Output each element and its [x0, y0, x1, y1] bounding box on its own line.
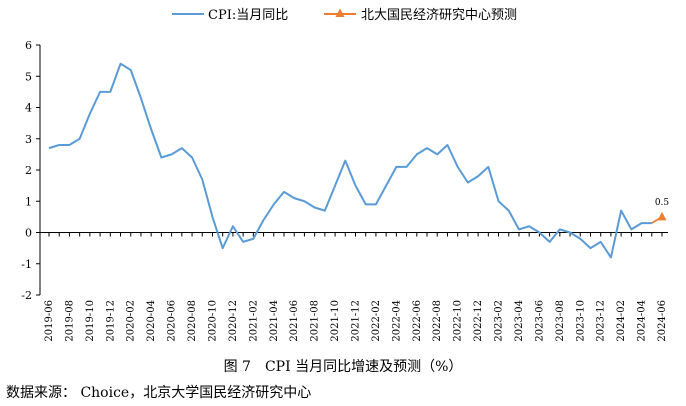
x-tick-label: 2021-08 — [310, 300, 321, 342]
legend-label-cpi: CPI:当月同比 — [208, 8, 288, 23]
forecast-value-label: 0.5 — [655, 198, 670, 208]
legend-label-forecast: 北大国民经济研究中心预测 — [361, 8, 517, 23]
x-tick-label: 2020-10 — [207, 300, 218, 342]
x-tick-label: 2019-10 — [85, 300, 96, 342]
x-tick-label: 2024-04 — [637, 300, 648, 342]
x-tick-label: 2020-08 — [187, 300, 198, 342]
y-tick-label: 0 — [25, 227, 32, 240]
legend-marker-forecast — [335, 8, 345, 17]
x-tick-label: 2022-08 — [432, 300, 443, 342]
x-tick-label: 2024-06 — [657, 300, 668, 342]
x-tick-label: 2023-02 — [494, 300, 505, 342]
y-tick-label: 4 — [25, 102, 32, 115]
y-axis: -2 -1 0 1 2 3 4 5 6 — [21, 39, 41, 302]
x-tick-label: 2021-02 — [248, 300, 259, 342]
x-tick-label: 2023-04 — [514, 300, 525, 342]
x-tick-label: 2024-02 — [616, 300, 627, 342]
series-layer: 0.5 — [48, 62, 670, 259]
cpi-line-chart: CPI:当月同比 北大国民经济研究中心预测 -2 -1 0 1 2 3 4 5 6 2019-06… — [21, 8, 670, 342]
x-tick-label: 2023-06 — [534, 300, 545, 342]
x-tick-label: 2022-06 — [412, 300, 423, 342]
x-tick-label: 2020-02 — [126, 300, 137, 342]
x-tick-label: 2021-12 — [351, 300, 362, 342]
x-tick-label: 2019-08 — [64, 300, 75, 342]
x-tick-label: 2022-12 — [473, 300, 484, 342]
data-source-note: 数据来源： Choice，北京大学国民经济研究中心 — [6, 385, 312, 401]
y-tick-label: -2 — [21, 289, 32, 302]
chart-legend: CPI:当月同比 北大国民经济研究中心预测 — [172, 8, 517, 23]
x-tick-label: 2022-04 — [391, 300, 402, 342]
x-tick-label: 2021-10 — [330, 300, 341, 342]
x-tick-label: 2020-04 — [146, 300, 157, 342]
x-tick-label: 2020-12 — [228, 300, 239, 342]
x-tick-label: 2021-06 — [289, 300, 300, 342]
x-tick-label: 2019-12 — [105, 300, 116, 342]
x-axis: 2019-06 2019-08 2019-10 2019-12 2020-02 2020-… — [40, 232, 668, 342]
x-tick-label: 2020-06 — [167, 300, 178, 342]
x-tick-label: 2021-04 — [269, 300, 280, 342]
y-tick-label: -1 — [21, 258, 32, 271]
x-tick-label: 2023-12 — [596, 300, 607, 342]
x-tick-label: 2022-02 — [371, 300, 382, 342]
y-tick-label: 5 — [25, 70, 32, 83]
y-tick-label: 1 — [25, 195, 32, 208]
x-tick-label: 2023-08 — [555, 300, 566, 342]
forecast-point-marker — [657, 211, 667, 221]
y-tick-label: 3 — [25, 133, 32, 146]
y-tick-label: 2 — [25, 164, 32, 177]
x-tick-label: 2023-10 — [575, 300, 586, 342]
x-tick-label: 2022-10 — [453, 300, 464, 342]
figure-caption: 图 7 CPI 当月同比增速及预测（%） — [223, 359, 463, 375]
x-tick-label: 2019-06 — [44, 300, 55, 342]
cpi-series-line — [48, 62, 652, 259]
y-tick-label: 6 — [25, 39, 32, 52]
